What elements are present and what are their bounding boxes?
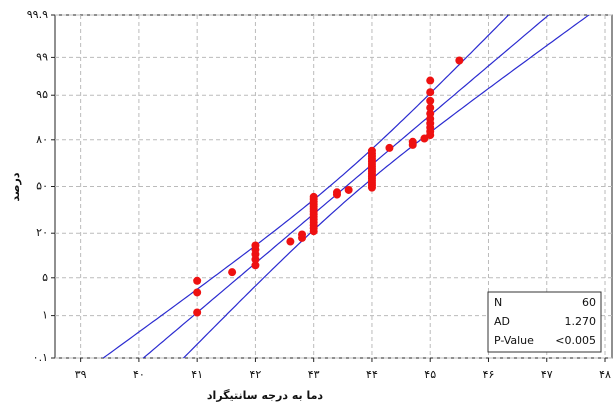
data-point — [193, 288, 202, 297]
y-tick-label: ۹۵ — [36, 88, 48, 101]
data-point — [426, 76, 435, 85]
y-axis-label: درصد — [9, 172, 22, 201]
data-point — [251, 241, 260, 250]
fit-line — [142, 15, 550, 358]
x-tick-label: ۴۶ — [483, 368, 495, 381]
data-point — [426, 88, 435, 97]
x-tick-label: ۴۸ — [599, 368, 611, 381]
data-point — [455, 56, 464, 65]
data-point — [385, 143, 394, 152]
confidence-band — [102, 15, 510, 358]
y-tick-label: ۹۹.۹ — [27, 8, 48, 21]
data-point — [426, 103, 435, 112]
data-point — [420, 134, 429, 143]
data-point — [344, 185, 353, 194]
x-tick-label: ۳۹ — [75, 368, 87, 381]
stat-value: 60 — [582, 296, 596, 309]
y-tick-label: ۹۹ — [36, 50, 48, 63]
data-point — [332, 188, 341, 197]
fit-lines — [102, 15, 590, 358]
stats-box: N 60 AD 1.270 P-Value <0.005 — [487, 291, 602, 353]
data-point — [228, 268, 237, 277]
stats-frame — [487, 291, 602, 353]
x-tick-label: ۴۰ — [133, 368, 145, 381]
x-tick-label: ۴۲ — [250, 368, 262, 381]
data-point — [426, 109, 435, 118]
confidence-band — [182, 15, 590, 358]
data-point — [309, 192, 318, 201]
x-tick-label: ۴۴ — [366, 368, 378, 381]
y-tick-label: ۰.۱ — [33, 351, 48, 364]
x-axis-label: دما به درجه سانتیگراد — [207, 389, 324, 402]
data-point — [251, 261, 260, 270]
grid — [55, 14, 612, 359]
y-tick-label: ۵ — [42, 271, 48, 284]
y-tick-label: ۸۰ — [36, 133, 48, 146]
y-tick-label: ۱ — [42, 309, 48, 322]
data-point — [367, 146, 376, 155]
stat-label: P-Value — [494, 334, 534, 347]
data-point — [193, 308, 202, 317]
stat-value: 1.270 — [565, 315, 597, 328]
x-tick-label: ۴۳ — [308, 368, 320, 381]
stat-label: N — [494, 296, 502, 309]
data-point — [193, 276, 202, 285]
stat-label: AD — [494, 315, 510, 328]
data-point — [286, 237, 295, 246]
stat-value: <0.005 — [555, 334, 596, 347]
points — [193, 56, 464, 317]
x-tick-label: ۴۱ — [191, 368, 203, 381]
y-tick-label: ۲۰ — [36, 226, 48, 239]
data-point — [298, 230, 307, 239]
x-tick-label: ۴۵ — [424, 368, 436, 381]
y-tick-label: ۵۰ — [36, 180, 48, 193]
data-point — [426, 96, 435, 105]
data-point — [408, 137, 417, 146]
x-tick-label: ۴۷ — [541, 368, 553, 381]
